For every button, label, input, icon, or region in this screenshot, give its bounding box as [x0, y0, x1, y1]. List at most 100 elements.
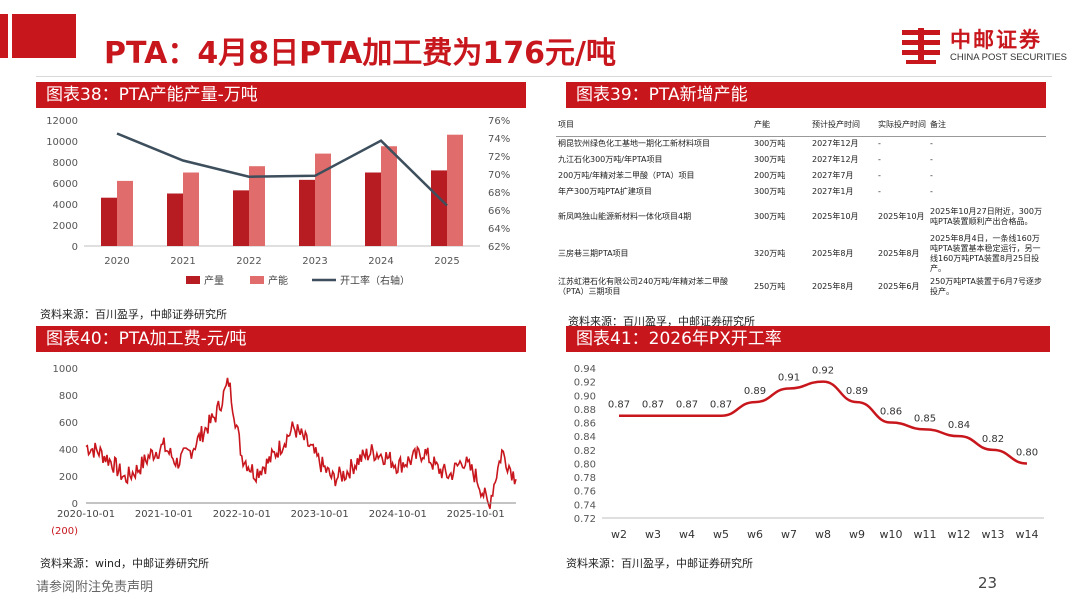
disclaimer-note: 请参阅附注免责声明	[36, 580, 154, 595]
data-label: 0.87	[676, 400, 698, 411]
x-tick-label: w6	[747, 528, 763, 541]
title-decoration	[0, 14, 76, 58]
y-tick-label: 0.88	[574, 405, 596, 416]
y-tick-label: 600	[59, 418, 78, 429]
table-cell: 2027年12月	[812, 155, 859, 164]
y-tick-label: 0.80	[574, 459, 596, 470]
x-tick-label: 2024	[368, 256, 393, 267]
page-number: 23	[978, 574, 998, 592]
table-cell: 300万吨	[754, 155, 786, 164]
y-tick-label: 800	[59, 391, 78, 402]
bar-output	[167, 193, 183, 246]
x-tick-label: w9	[849, 528, 865, 541]
table-cell: -	[930, 187, 933, 196]
chart41-px-utilization: 0.72 0.74 0.76 0.78 0.80 0.82 0.84 0.86 0.88 0.90…	[574, 364, 1044, 541]
data-label: 0.87	[710, 400, 732, 411]
y2-tick-label: 66%	[488, 206, 510, 217]
x-tick-label: w3	[645, 528, 661, 541]
table-row: 桐昆钦州绿色化工基地一期化工新材料项目 300万吨 2027年12月 - -	[556, 136, 1046, 152]
chart38-source: 资料来源：百川盈孚，中邮证券研究所	[40, 308, 227, 321]
chart40-processing-fee: (200) 0 200 400 600 800 1000 2020-10-01 2021-10-…	[51, 364, 517, 537]
y-tick-label: 0.74	[574, 500, 596, 511]
table-cell: 年产300万吨PTA扩建项目	[558, 187, 652, 196]
table-cell: 2025年10月	[878, 212, 925, 221]
x-tick-label: w4	[679, 528, 695, 541]
bar-output	[431, 170, 447, 246]
y-tick-label: 0.72	[574, 514, 596, 525]
y-tick-label: 0	[72, 499, 78, 510]
x-tick-label: 2023-10-01	[291, 509, 349, 520]
y-tick-label: 8000	[53, 158, 78, 169]
table-cell: 2025年8月	[812, 282, 854, 291]
x-tick-label: w2	[611, 528, 627, 541]
table-cell: 江苏虹港石化有限公司240万吨/年精对苯二甲酸（PTA）三期项目	[558, 277, 728, 296]
bar-capacity	[315, 153, 331, 246]
table-cell: 2025年8月	[878, 249, 920, 258]
table-cell: 桐昆钦州绿色化工基地一期化工新材料项目	[558, 139, 710, 149]
bar-capacity	[117, 180, 133, 246]
legend-capacity: 产能	[268, 274, 288, 287]
x-tick-label: 2025	[434, 256, 459, 267]
x-tick-label: 2021	[170, 256, 195, 267]
data-label: 0.86	[880, 407, 902, 418]
data-label: 0.80	[1016, 447, 1038, 458]
bar-capacity	[381, 146, 397, 246]
y-tick-label: 0.76	[574, 487, 596, 498]
table-cell: 三房巷三期PTA项目	[558, 249, 629, 258]
data-label: 0.87	[642, 400, 664, 411]
line-px-utilization	[619, 380, 1028, 465]
y2-tick-label: 62%	[488, 242, 510, 253]
x-tick-label: 2023	[302, 256, 327, 267]
table-cell: 2027年1月	[812, 187, 854, 196]
x-tick-label: w10	[880, 528, 903, 541]
y-tick-label: 0.82	[574, 446, 596, 457]
chart41-source: 资料来源：百川盈孚，中邮证券研究所	[566, 557, 753, 570]
x-tick-label: w13	[982, 528, 1005, 541]
table-cell: 2027年7月	[812, 171, 854, 180]
table-cell: 2025年10月27日附近，300万吨PTA装置顺利产出合格品。	[930, 207, 1042, 226]
y2-tick-label: 70%	[488, 170, 510, 181]
table-cell: -	[878, 155, 881, 164]
table-header-row: 项目 产能 预计投产时间 实际投产时间 备注	[556, 114, 1046, 136]
bar-output	[365, 172, 381, 246]
table-cell: 300万吨	[754, 187, 786, 196]
chart38-capacity-output: 0 2000 4000 6000 8000 10000 12000 62% 64% 66% 68% 7…	[46, 116, 510, 287]
table-row: 江苏虹港石化有限公司240万吨/年精对苯二甲酸（PTA）三期项目 250万吨 202…	[556, 274, 1046, 300]
chart38-heading: 图表38：PTA产能产量-万吨	[36, 82, 526, 108]
table-cell: 320万吨	[754, 249, 786, 258]
table-cell: 200万吨	[754, 171, 786, 180]
y-tick-label: 0.84	[574, 432, 596, 443]
y-tick-label: 400	[59, 445, 78, 456]
x-tick-label: 2022	[236, 256, 261, 267]
y-tick-label: 10000	[46, 137, 78, 148]
table-header-cell: 项目	[558, 119, 574, 129]
bar-output	[299, 179, 315, 246]
x-tick-label: 2020	[104, 256, 129, 267]
data-label: 0.82	[982, 434, 1004, 445]
legend-swatch-output	[186, 276, 200, 284]
y-tick-label: 4000	[53, 200, 78, 211]
table-cell: 250万吨PTA装置于6月7号逐步投产。	[930, 277, 1043, 296]
data-label: 0.87	[608, 400, 630, 411]
y-tick-label: 0.86	[574, 419, 596, 430]
table-cell: -	[878, 139, 881, 149]
table-cell: 250万吨	[754, 282, 786, 291]
y-tick-label: 0	[72, 242, 78, 253]
table-header-cell: 实际投产时间	[878, 119, 926, 129]
table-header-cell: 产能	[754, 119, 770, 129]
x-tick-label: w8	[815, 528, 831, 541]
chart39-source: 资料来源：百川盈孚，中邮证券研究所	[568, 315, 755, 328]
bar-capacity	[183, 172, 199, 246]
chart40-source: 资料来源：wind，中邮证券研究所	[40, 557, 210, 570]
table-header-cell: 预计投产时间	[812, 119, 860, 129]
y-tick-label: 0.78	[574, 473, 596, 484]
post-logo-icon	[902, 28, 940, 64]
table-cell: -	[930, 139, 933, 149]
legend-swatch-capacity	[250, 276, 264, 284]
y-tick-label: 6000	[53, 179, 78, 190]
table-cell: -	[930, 155, 933, 164]
legend-output: 产量	[204, 274, 224, 287]
y-tick-label: 0.92	[574, 378, 596, 389]
table-row: 年产300万吨PTA扩建项目 300万吨 2027年1月 - -	[556, 184, 1046, 200]
table-cell: 300万吨	[754, 139, 786, 149]
